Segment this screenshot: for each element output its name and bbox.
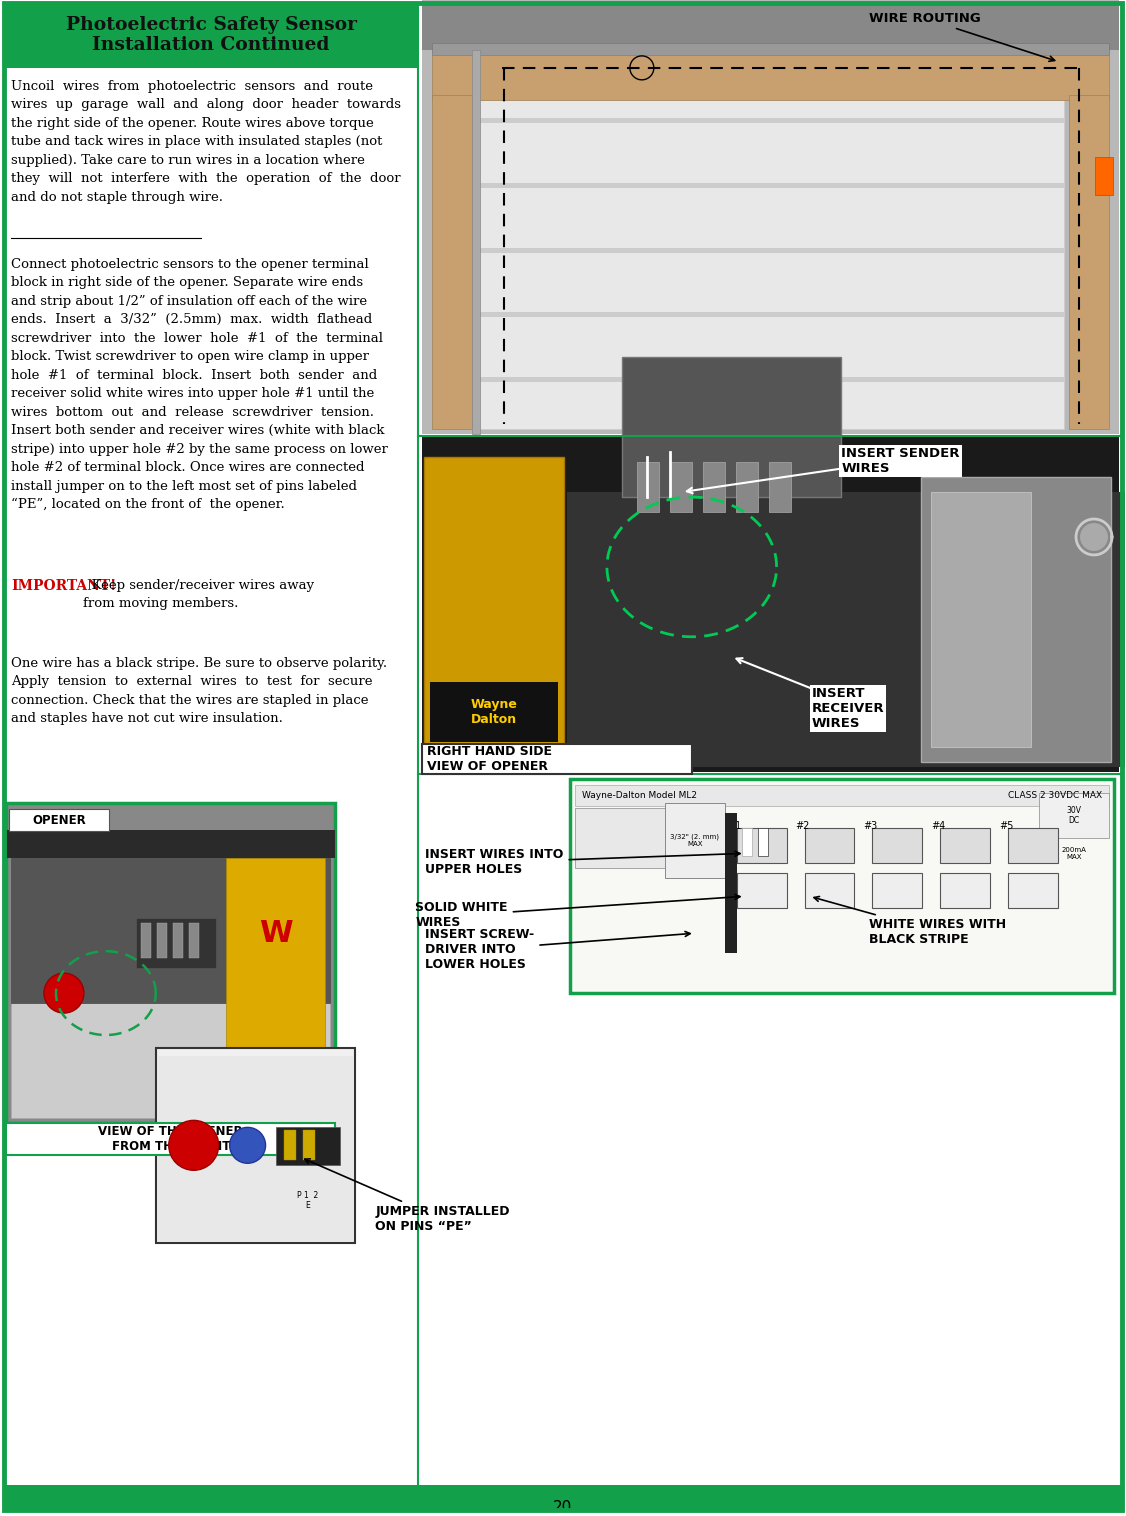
- Bar: [432, 55, 1109, 100]
- Bar: [1008, 873, 1058, 908]
- Bar: [575, 808, 664, 869]
- Bar: [155, 1048, 356, 1243]
- Bar: [11, 858, 330, 1117]
- Text: #3: #3: [864, 822, 877, 831]
- Bar: [477, 377, 1064, 382]
- Text: INSERT SCREW-
DRIVER INTO
LOWER HOLES: INSERT SCREW- DRIVER INTO LOWER HOLES: [426, 928, 690, 972]
- Text: Wayne
Dalton: Wayne Dalton: [471, 697, 518, 726]
- Bar: [477, 247, 1064, 253]
- Bar: [622, 358, 841, 497]
- Text: Keep sender/receiver wires away
from moving members.: Keep sender/receiver wires away from mov…: [83, 579, 314, 611]
- Text: W: W: [259, 919, 293, 948]
- Bar: [940, 828, 990, 863]
- Bar: [432, 42, 1109, 55]
- Bar: [703, 462, 725, 512]
- Bar: [136, 919, 216, 969]
- Bar: [873, 828, 922, 863]
- Text: Wayne-Dalton Model ML2: Wayne-Dalton Model ML2: [582, 791, 697, 800]
- Bar: [873, 873, 922, 908]
- Bar: [430, 682, 558, 741]
- Bar: [304, 1131, 315, 1160]
- Text: OPENER: OPENER: [32, 814, 86, 826]
- Bar: [158, 1057, 354, 1240]
- Bar: [769, 462, 790, 512]
- Circle shape: [169, 1120, 218, 1170]
- Bar: [477, 312, 1064, 317]
- Text: IMPORTANT!: IMPORTANT!: [11, 579, 116, 593]
- Bar: [172, 923, 182, 958]
- Text: 30V
DC: 30V DC: [1066, 805, 1082, 825]
- Bar: [189, 923, 198, 958]
- Bar: [568, 493, 1126, 767]
- Text: VIEW OF THE OPENER
FROM THE FRONT: VIEW OF THE OPENER FROM THE FRONT: [98, 1125, 243, 1152]
- Bar: [6, 1123, 336, 1155]
- Bar: [725, 814, 736, 954]
- Bar: [422, 437, 1119, 772]
- Bar: [664, 803, 725, 878]
- Text: CLASS 2 30VDC MAX: CLASS 2 30VDC MAX: [1008, 791, 1102, 800]
- Text: #2: #2: [795, 822, 810, 831]
- Bar: [1069, 96, 1109, 429]
- Bar: [670, 462, 691, 512]
- Bar: [425, 458, 564, 767]
- Bar: [432, 96, 472, 429]
- Bar: [477, 100, 1064, 429]
- Bar: [422, 743, 691, 773]
- Text: #5: #5: [999, 822, 1013, 831]
- Text: Uncoil  wires  from  photoelectric  sensors  and  route
wires  up  garage  wall : Uncoil wires from photoelectric sensors …: [11, 80, 401, 203]
- Text: INSERT
RECEIVER
WIRES: INSERT RECEIVER WIRES: [812, 687, 884, 729]
- Bar: [284, 1131, 295, 1160]
- Bar: [422, 0, 1119, 434]
- Text: RIGHT HAND SIDE
VIEW OF OPENER: RIGHT HAND SIDE VIEW OF OPENER: [427, 744, 552, 773]
- Text: WIRE ROUTING: WIRE ROUTING: [869, 12, 1055, 61]
- Circle shape: [1080, 523, 1108, 550]
- Bar: [758, 828, 768, 857]
- Bar: [141, 923, 151, 958]
- Text: P 1  2
E: P 1 2 E: [297, 1190, 319, 1210]
- Text: 3/32" (2. mm)
MAX: 3/32" (2. mm) MAX: [670, 834, 720, 847]
- Bar: [477, 118, 1064, 123]
- Bar: [805, 873, 855, 908]
- Bar: [805, 828, 855, 863]
- Bar: [736, 828, 787, 863]
- Text: 20: 20: [553, 1499, 573, 1514]
- Bar: [921, 478, 1111, 761]
- Bar: [1094, 156, 1112, 194]
- Bar: [225, 858, 325, 1117]
- Text: INSERT WIRES INTO
UPPER HOLES: INSERT WIRES INTO UPPER HOLES: [426, 849, 740, 876]
- Bar: [157, 923, 167, 958]
- Bar: [931, 493, 1031, 746]
- Text: JUMPER INSTALLED
ON PINS “PE”: JUMPER INSTALLED ON PINS “PE”: [305, 1158, 510, 1233]
- Text: One wire has a black stripe. Be sure to observe polarity.
Apply  tension  to  ex: One wire has a black stripe. Be sure to …: [11, 656, 387, 725]
- Text: SOLID WHITE
WIRES: SOLID WHITE WIRES: [415, 894, 740, 929]
- Bar: [1039, 793, 1109, 838]
- Bar: [472, 50, 480, 434]
- Text: #1: #1: [727, 822, 742, 831]
- Text: INSERT SENDER
WIRES: INSERT SENDER WIRES: [841, 447, 960, 475]
- Bar: [735, 462, 758, 512]
- Text: 200mA
MAX: 200mA MAX: [1062, 847, 1087, 860]
- Bar: [742, 828, 752, 857]
- Bar: [736, 873, 787, 908]
- Bar: [9, 810, 109, 831]
- Bar: [1008, 828, 1058, 863]
- Text: WHITE WIRES WITH
BLACK STRIPE: WHITE WIRES WITH BLACK STRIPE: [814, 896, 1007, 946]
- Bar: [11, 858, 330, 1004]
- Bar: [5, 1486, 1121, 1510]
- Circle shape: [230, 1128, 266, 1163]
- Text: #4: #4: [931, 822, 946, 831]
- Bar: [5, 3, 418, 68]
- Bar: [477, 182, 1064, 188]
- Bar: [422, 5, 1119, 50]
- Bar: [575, 784, 1109, 807]
- Bar: [637, 462, 659, 512]
- Text: Photoelectric Safety Sensor
Installation Continued: Photoelectric Safety Sensor Installation…: [65, 15, 357, 55]
- Bar: [276, 1128, 340, 1166]
- Circle shape: [44, 973, 84, 1013]
- Bar: [940, 873, 990, 908]
- Bar: [6, 803, 336, 1123]
- Bar: [570, 779, 1114, 993]
- Text: Connect photoelectric sensors to the opener terminal
block in right side of the : Connect photoelectric sensors to the ope…: [11, 258, 388, 511]
- Bar: [6, 831, 336, 858]
